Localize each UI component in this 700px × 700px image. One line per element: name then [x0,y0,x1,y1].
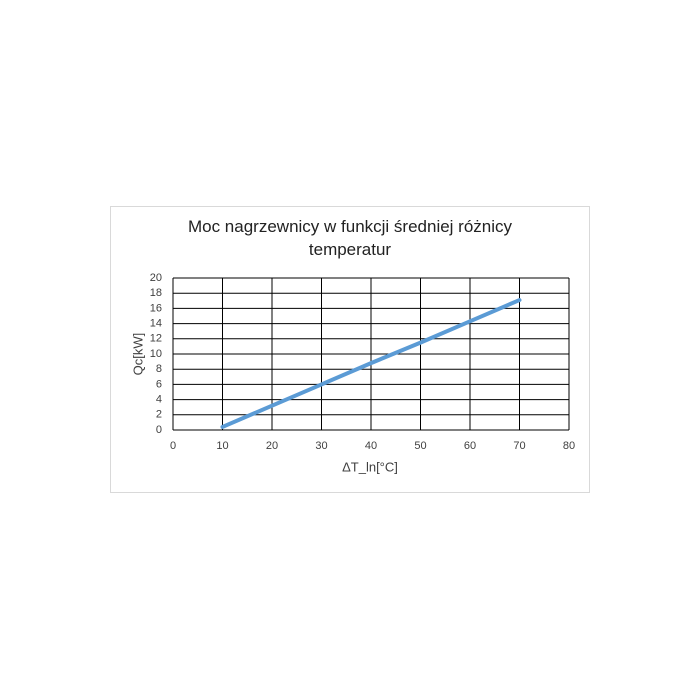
y-tick-label: 16 [150,302,162,314]
x-tick-label: 80 [563,440,575,452]
y-tick-label: 10 [150,348,162,360]
x-tick-label: 60 [464,440,476,452]
y-tick-label: 6 [156,378,162,390]
title-box: Moc nagrzewnicy w funkcji średniej różni… [187,217,513,259]
y-tick-label: 18 [150,287,162,299]
chart-frame [110,206,590,493]
y-tick-label: 12 [150,333,162,345]
x-tick-label: 70 [513,440,525,452]
y-tick-label: 0 [156,424,162,436]
y-tick-label: 4 [156,394,162,406]
y-axis-label: Qc[kW] [130,333,145,376]
y-tick-label: 20 [150,272,162,284]
x-tick-label: 30 [315,440,327,452]
x-tick-label: 40 [365,440,377,452]
x-tick-label: 20 [266,440,278,452]
y-tick-label: 2 [156,409,162,421]
x-tick-label: 0 [170,440,176,452]
x-axis-label: ΔT_ln[°C] [342,459,398,474]
x-tick-label: 50 [414,440,426,452]
data-line [220,298,522,429]
x-tick-label: 10 [216,440,228,452]
y-tick-label: 14 [150,318,162,330]
chart-title: Moc nagrzewnicy w funkcji średniej różni… [187,217,513,259]
y-tick-label: 8 [156,363,162,375]
